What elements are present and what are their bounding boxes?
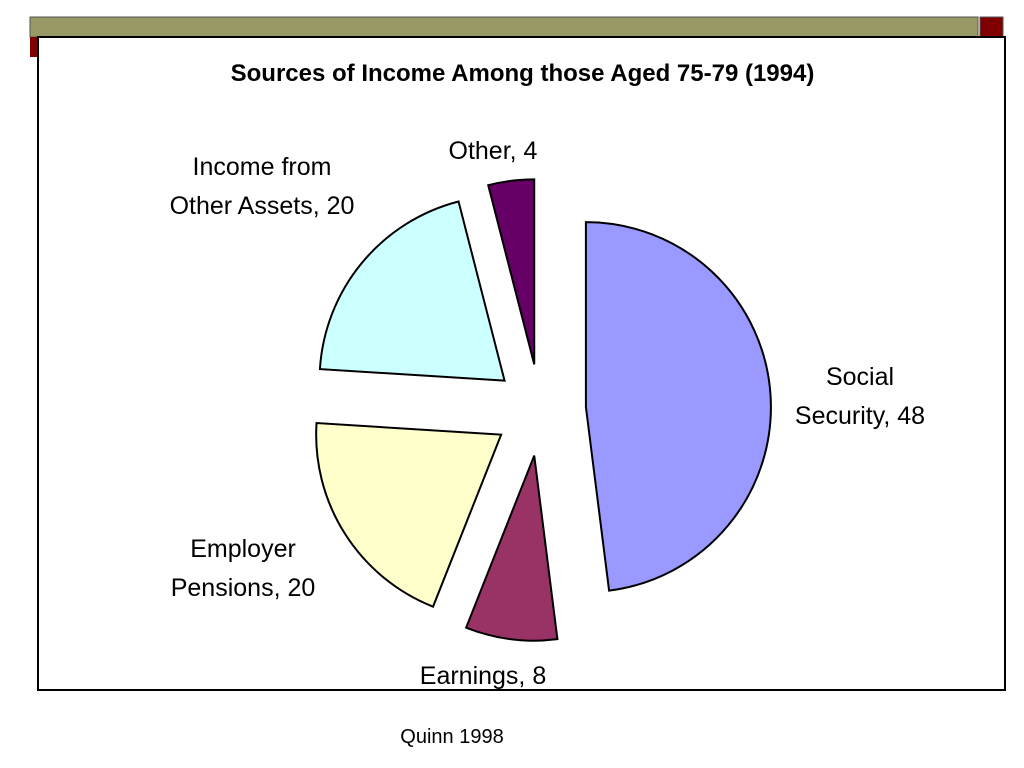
- data-label: Earnings, 8: [419, 662, 547, 690]
- pie-slice: [464, 455, 559, 642]
- pie-slice: [584, 221, 772, 592]
- data-label: Social Security, 48: [794, 363, 926, 430]
- data-label: Employer Pensions, 20: [170, 535, 316, 602]
- top-bar: [29, 16, 979, 38]
- chart-title: Sources of Income Among those Aged 75-79…: [230, 60, 815, 87]
- corner-square: [979, 16, 1004, 38]
- data-label: Income from Other Assets, 20: [169, 153, 355, 220]
- bar-accent: [30, 37, 38, 57]
- data-label: Other, 4: [448, 137, 538, 165]
- pie: [315, 178, 772, 642]
- pie-slice: [318, 200, 506, 382]
- pie-slice: [315, 421, 503, 608]
- pie-slice: [487, 178, 536, 365]
- source-note: Quinn 1998: [400, 726, 504, 748]
